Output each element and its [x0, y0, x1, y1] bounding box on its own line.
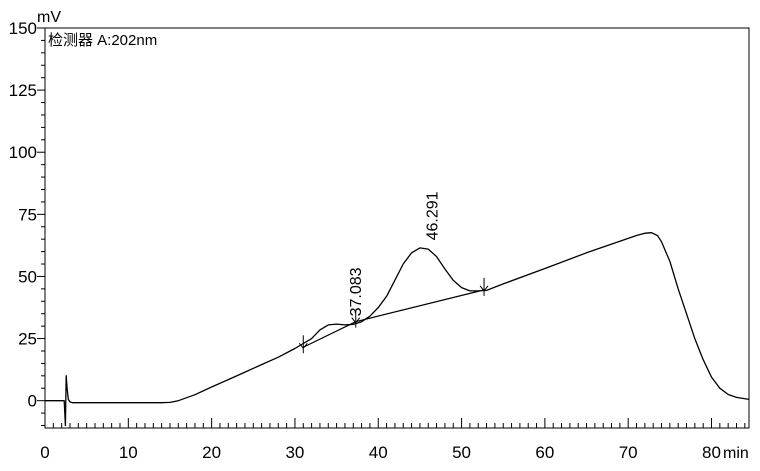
x-tick-label: 80 — [702, 443, 721, 462]
peak-label: 37.083 — [348, 267, 365, 316]
y-tick-label: 50 — [18, 267, 37, 286]
plot-frame — [45, 28, 749, 428]
y-unit-label: mV — [37, 9, 61, 26]
detector-label: 检测器 A:202nm — [48, 32, 157, 49]
peak-boundary-marker — [299, 335, 307, 353]
x-tick-label: 40 — [369, 443, 388, 462]
peak-label: 46.291 — [425, 191, 442, 240]
x-tick-label: 70 — [619, 443, 638, 462]
axis-tick-labels: 0 10 20 30 40 50 60 70 80 0 25 50 75 100 125 150 — [9, 19, 721, 462]
x-tick-label: 10 — [119, 443, 138, 462]
x-tick-label: 50 — [452, 443, 471, 462]
peak-labels-layer: 37.083 46.291 — [348, 191, 442, 316]
y-tick-label: 75 — [18, 205, 37, 224]
x-tick-label: 0 — [40, 443, 49, 462]
y-tick-label: 150 — [9, 19, 37, 38]
series-layer — [45, 233, 749, 426]
integration-baseline — [303, 322, 355, 348]
y-tick-label: 0 — [28, 392, 37, 411]
y-tick-label: 125 — [9, 81, 37, 100]
integration-baseline — [356, 290, 484, 322]
signal-trace — [45, 233, 749, 426]
x-unit-label: min — [723, 445, 749, 462]
x-tick-label: 30 — [285, 443, 304, 462]
x-tick-label: 60 — [535, 443, 554, 462]
y-tick-label: 100 — [9, 143, 37, 162]
x-tick-label: 20 — [202, 443, 221, 462]
peak-markers-layer — [299, 278, 488, 353]
axis-ticks — [37, 28, 745, 428]
y-tick-label: 25 — [18, 330, 37, 349]
peak-boundary-marker — [480, 278, 488, 296]
